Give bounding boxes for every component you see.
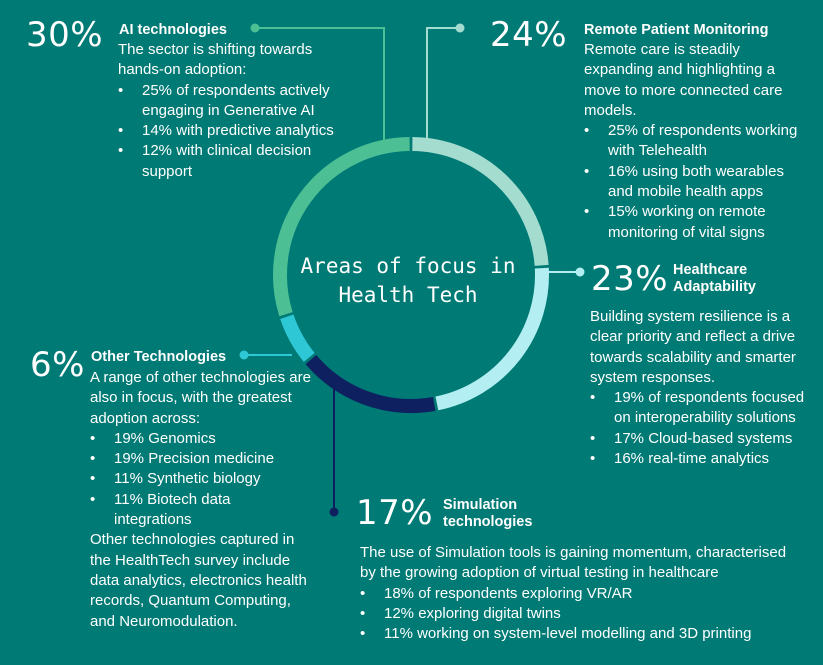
adapt-description: Building system resilience is a clear pr…	[590, 307, 805, 470]
chart-title: Areas of focus in Health Tech	[300, 254, 516, 307]
ai-bullet: 25% of respondents actively engaging in …	[118, 81, 340, 122]
other-connector-dot	[239, 350, 249, 360]
remote-bullets: 25% of respondents working with Teleheal…	[584, 121, 806, 243]
ai-bullets: 25% of respondents actively engaging in …	[118, 81, 340, 182]
adapt-bullets: 19% of respondents focused on interopera…	[590, 388, 805, 469]
other-title: Other Technologies	[91, 349, 227, 365]
remote-bullet: 25% of respondents working with Teleheal…	[584, 121, 806, 162]
donut-segment-healthcare-adaptability	[435, 267, 549, 411]
adapt-title: Healthcare Adaptability	[673, 262, 756, 295]
sim-bullet: 11% working on system-level modelling an…	[360, 624, 805, 645]
ai-connector-dot	[250, 23, 260, 33]
adapt-intro: Building system resilience is a clear pr…	[590, 308, 796, 386]
other-percentage: 6%	[30, 345, 85, 385]
remote-connector-line	[426, 27, 460, 140]
ai-description: The sector is shifting towards hands-on …	[118, 40, 340, 182]
sim-bullets: 18% of respondents exploring VR/AR 12% e…	[360, 584, 805, 645]
ai-bullet: 12% with clinical decision support	[118, 141, 340, 182]
donut-segment-simulation-technologies	[305, 354, 436, 413]
ai-percentage: 30%	[26, 15, 104, 55]
sim-connector-dot	[329, 507, 339, 517]
adapt-bullet: 19% of respondents focused on interopera…	[590, 388, 805, 429]
ai-connector-line	[255, 27, 385, 143]
remote-description: Remote care is steadily expanding and hi…	[584, 40, 806, 243]
adapt-bullet: 16% real-time analytics	[590, 449, 805, 470]
other-bullet: 11% Synthetic biology	[90, 469, 312, 490]
remote-percentage: 24%	[490, 15, 568, 55]
sim-intro: The use of Simulation tools is gaining m…	[360, 544, 787, 582]
remote-bullet: 15% working on remote monitoring of vita…	[584, 202, 806, 243]
remote-bullet: 16% using both wearables and mobile heal…	[584, 162, 806, 203]
sim-bullet: 18% of respondents exploring VR/AR	[360, 584, 805, 605]
donut-segment-ai-technologies	[273, 137, 410, 317]
other-bullet: 11% Biotech data integrations	[90, 490, 312, 531]
sim-percentage: 17%	[356, 493, 434, 533]
ai-bullet: 14% with predictive analytics	[118, 121, 340, 142]
remote-title: Remote Patient Monitoring	[584, 22, 769, 38]
donut-segment-other-technologies	[280, 314, 315, 362]
other-bullet: 19% Genomics	[90, 429, 312, 450]
adapt-percentage: 23%	[591, 259, 669, 299]
other-bullet: 19% Precision medicine	[90, 449, 312, 470]
sim-description: The use of Simulation tools is gaining m…	[360, 543, 805, 645]
sim-title: Simulation technologies	[443, 497, 533, 530]
other-description: A range of other technologies are also i…	[90, 368, 312, 632]
adapt-bullet: 17% Cloud-based systems	[590, 429, 805, 450]
sim-bullet: 12% exploring digital twins	[360, 604, 805, 625]
ai-intro: The sector is shifting towards hands-on …	[118, 41, 313, 79]
donut-segment-remote-patient-monitoring	[412, 137, 549, 266]
other-bullets: 19% Genomics 19% Precision medicine 11% …	[90, 429, 312, 530]
ai-title: AI technologies	[119, 22, 227, 38]
donut-segments	[273, 137, 549, 413]
other-intro: A range of other technologies are also i…	[90, 369, 311, 427]
callout-connectors	[239, 23, 585, 517]
remote-intro: Remote care is steadily expanding and hi…	[584, 41, 783, 119]
remote-connector-dot	[455, 23, 465, 33]
adapt-connector-dot	[575, 267, 585, 277]
other-outro: Other technologies captured in the Healt…	[90, 531, 307, 630]
